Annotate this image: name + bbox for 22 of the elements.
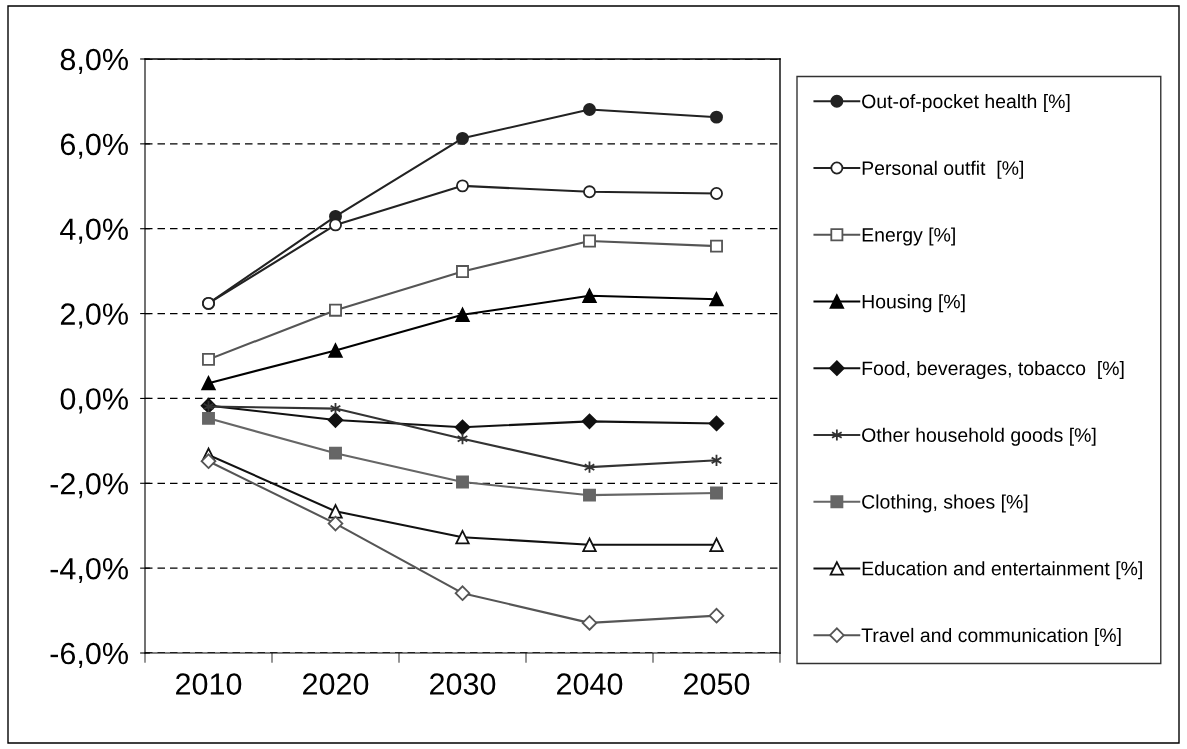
- legend-label: Education and entertainment [%]: [862, 561, 1142, 580]
- legend-label: Clothing, shoes [%]: [862, 494, 1028, 513]
- legend-label: Personal outfit [%]: [862, 160, 1023, 179]
- legend-label: Other household goods [%]: [862, 427, 1096, 446]
- y-tick-label: 6,0%: [60, 133, 128, 159]
- x-tick-label: 2030: [430, 673, 496, 695]
- y-tick-label: 2,0%: [60, 303, 128, 329]
- legend-label: Out-of-pocket health [%]: [862, 93, 1070, 113]
- legend-label: Travel and communication [%]: [861, 627, 1121, 647]
- x-tick-label: 2020: [303, 673, 369, 695]
- x-tick-label: 2040: [557, 673, 623, 695]
- legend-label: Food, beverages, tobacco [%]: [862, 360, 1124, 380]
- x-tick-label: 2010: [176, 673, 242, 695]
- legend-label: Energy [%]: [862, 227, 955, 246]
- y-tick-label: 4,0%: [60, 218, 128, 244]
- x-tick-label: 2050: [684, 673, 750, 695]
- y-tick-label: -4,0%: [50, 557, 128, 584]
- y-tick-label: 8,0%: [60, 48, 128, 74]
- legend-label: Housing [%]: [862, 294, 965, 313]
- y-tick-label: 0,0%: [60, 388, 128, 414]
- y-tick-label: -6,0%: [50, 642, 128, 668]
- y-tick-label: -2,0%: [50, 473, 128, 499]
